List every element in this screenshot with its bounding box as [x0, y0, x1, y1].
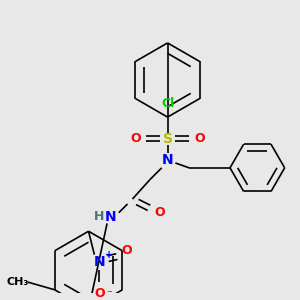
- Text: CH₃: CH₃: [7, 277, 29, 287]
- Text: O: O: [121, 244, 132, 257]
- Text: O: O: [130, 132, 141, 145]
- Text: H: H: [94, 210, 104, 223]
- Text: O: O: [94, 287, 105, 300]
- Text: S: S: [163, 132, 172, 145]
- Text: ⁻: ⁻: [106, 289, 112, 299]
- Text: N: N: [93, 256, 105, 269]
- Text: N: N: [105, 210, 117, 224]
- Text: N: N: [162, 153, 173, 167]
- Text: Cl: Cl: [161, 97, 174, 110]
- Text: O: O: [194, 132, 205, 145]
- Text: O: O: [154, 206, 165, 219]
- Text: +: +: [105, 250, 113, 260]
